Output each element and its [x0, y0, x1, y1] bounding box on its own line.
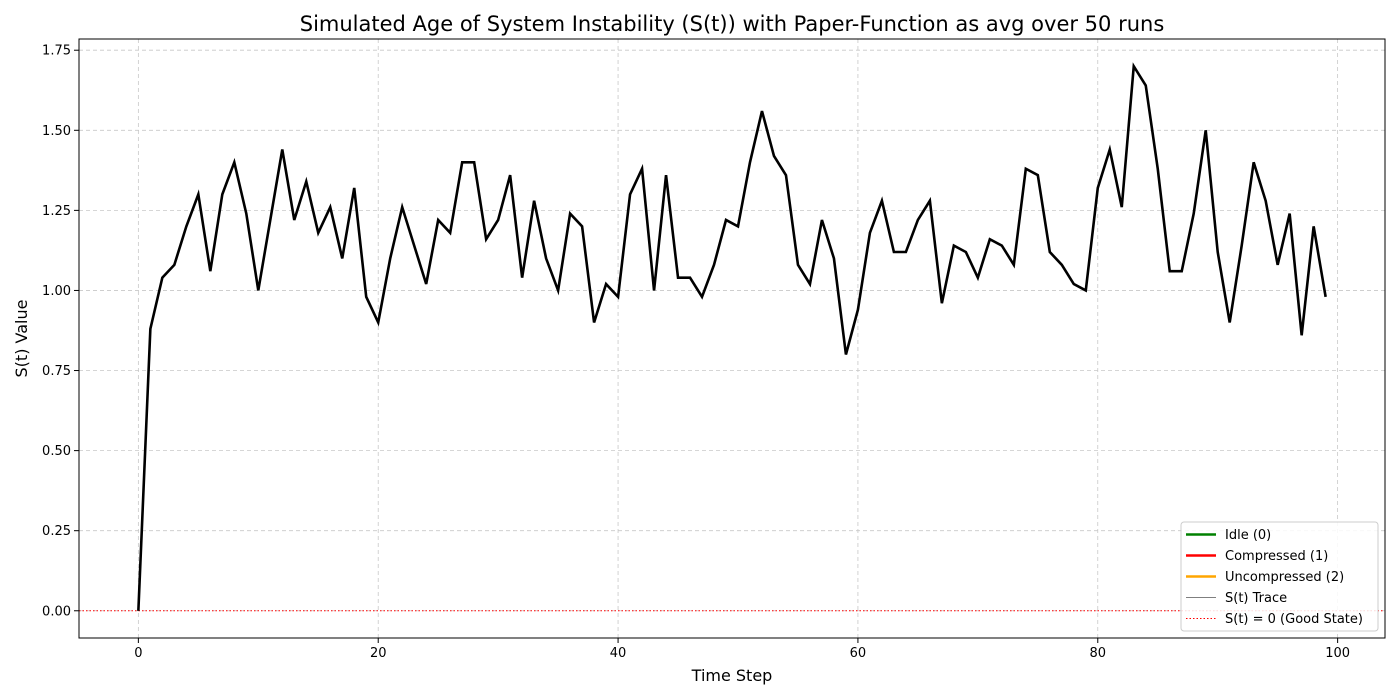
x-tick-label: 0	[134, 646, 142, 661]
x-tick-label: 100	[1325, 646, 1350, 661]
plot-frame	[78, 38, 1386, 639]
y-tick-label: 1.50	[42, 124, 71, 139]
y-tick-label: 0.75	[42, 364, 71, 379]
y-tick-label: 1.75	[42, 44, 71, 59]
x-tick-label: 40	[610, 646, 627, 661]
y-tick-label: 0.50	[42, 444, 71, 459]
y-axis-label: S(t) Value	[12, 300, 31, 378]
series-layer	[137, 62, 1327, 611]
legend-label: S(t) = 0 (Good State)	[1225, 612, 1363, 627]
legend-label: Uncompressed (2)	[1225, 570, 1344, 585]
series-line-st-trace	[137, 62, 1327, 611]
legend-label: S(t) Trace	[1225, 591, 1287, 606]
legend-label: Compressed (1)	[1225, 549, 1328, 564]
legend-box	[1180, 521, 1379, 632]
ticks: 0 20 40 60 80 100 0.00 0.25 0.50 0.75 1.00 1.25 1.50…	[42, 44, 1350, 661]
x-tick-label: 60	[850, 646, 867, 661]
x-tick-label: 80	[1090, 646, 1107, 661]
legend-label: Idle (0)	[1225, 528, 1271, 543]
chart-title: Simulated Age of System Instability (S(t…	[300, 12, 1165, 36]
x-axis-label: Time Step	[691, 666, 773, 685]
y-tick-label: 0.00	[42, 604, 71, 619]
y-tick-label: 1.00	[42, 284, 71, 299]
y-tick-label: 0.25	[42, 524, 71, 539]
legend: Idle (0) Compressed (1) Uncompressed (2) S(…	[1180, 521, 1379, 632]
x-tick-label: 20	[370, 646, 387, 661]
grid	[79, 39, 1385, 638]
y-tick-label: 1.25	[42, 204, 71, 219]
